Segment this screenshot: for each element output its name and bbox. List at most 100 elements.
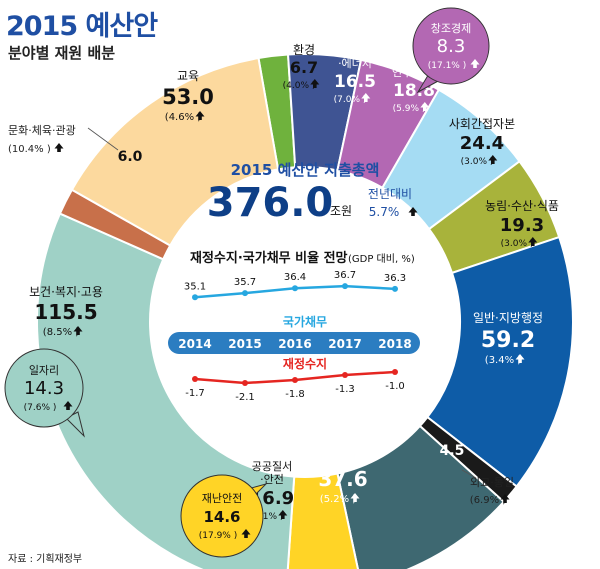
up-arrow-icon xyxy=(488,155,498,164)
callout-name: 창조경제 xyxy=(431,22,471,35)
up-arrow-icon xyxy=(63,401,73,410)
leader-line xyxy=(87,127,119,151)
up-arrow-icon xyxy=(420,102,430,111)
slice-name: 사회간접자본 xyxy=(449,117,515,131)
slice-value: 6.0 xyxy=(118,149,143,165)
donut-slice xyxy=(425,235,574,488)
slice-change: (8.5% ) xyxy=(43,327,79,338)
slice-change: (3.0% ) xyxy=(461,157,494,167)
slice-name: 국방 xyxy=(332,452,354,466)
debt-data-label: 36.7 xyxy=(334,270,356,281)
slice-name: 환경 xyxy=(293,43,315,57)
yoy-label: 전년대비 xyxy=(368,187,412,201)
yoy-value: 5.7% xyxy=(369,205,400,219)
callout-change: (17.1% ) xyxy=(428,61,466,71)
slice-name: 문화·체육·관광 xyxy=(8,124,76,137)
balance-data-label: -2.1 xyxy=(235,392,255,403)
slice-name: 일반·지방행정 xyxy=(473,310,543,325)
balance-point xyxy=(342,372,348,378)
slice-value: 37.6 xyxy=(318,467,367,491)
callout-change: (17.9% ) xyxy=(199,531,237,541)
slice-change: (3.0% ) xyxy=(501,239,534,249)
year-tick-label: 2016 xyxy=(278,337,311,351)
slice-value: 16.5 xyxy=(334,72,376,92)
year-tick-label: 2017 xyxy=(328,337,361,351)
slice-change: (3.4% ) xyxy=(485,355,521,366)
up-arrow-icon xyxy=(515,354,525,363)
total-label: 2015 예산안 지출총액 xyxy=(231,161,380,179)
page-subtitle: 분야별 재원 배분 xyxy=(8,44,116,62)
callout-value: 8.3 xyxy=(437,36,466,57)
callout-bubble xyxy=(180,474,264,558)
slice-change: (10.4% ) xyxy=(8,144,51,155)
up-arrow-icon xyxy=(241,529,251,538)
line-chart-unit: (GDP 대비, %) xyxy=(348,253,415,265)
debt-data-label: 36.4 xyxy=(284,272,306,283)
up-arrow-icon xyxy=(350,493,360,502)
debt-data-label: 35.1 xyxy=(184,281,206,292)
debt-data-label: 35.7 xyxy=(234,277,256,288)
slice-value: 19.3 xyxy=(500,215,544,236)
callout-name: 재난안전 xyxy=(202,492,242,505)
slice-name: 공공질서 xyxy=(252,460,292,473)
callout-bubble xyxy=(412,7,490,85)
debt-series-label: 국가채무 xyxy=(283,314,327,329)
balance-point xyxy=(242,380,248,386)
up-arrow-icon xyxy=(73,326,83,335)
slice-change: (5.2% ) xyxy=(320,494,356,505)
debt-point xyxy=(342,283,348,290)
callout-value: 14.6 xyxy=(203,508,240,526)
debt-point xyxy=(242,290,248,297)
callout-name: 일자리 xyxy=(29,363,59,377)
up-arrow-icon xyxy=(528,237,538,246)
slice-value: 6.7 xyxy=(290,58,318,77)
balance-point xyxy=(192,376,198,382)
slice-name: 산업·중소기업 xyxy=(323,44,387,57)
donut-slice xyxy=(336,424,506,569)
balance-series-label: 재정수지 xyxy=(283,356,327,371)
slice-name: ·안전 xyxy=(260,473,284,486)
up-arrow-icon xyxy=(500,494,510,503)
slice-value: 115.5 xyxy=(34,300,97,324)
balance-data-label: -1.0 xyxy=(385,381,405,392)
balance-data-label: -1.8 xyxy=(285,389,305,400)
up-arrow-icon xyxy=(310,79,320,88)
callout-value: 14.3 xyxy=(24,378,64,399)
balance-point xyxy=(392,369,398,375)
up-arrow-icon xyxy=(278,510,288,519)
debt-point xyxy=(192,294,198,301)
slice-change: (7.1% ) xyxy=(251,512,284,522)
total-unit: 조원 xyxy=(330,204,352,218)
line-chart-title: 재정수지·국가채무 비율 전망 xyxy=(190,250,348,266)
source-note: 자료 : 기획재정부 xyxy=(8,554,83,565)
slice-value: 24.4 xyxy=(460,133,504,154)
donut-hole xyxy=(153,170,457,474)
year-tick-label: 2014 xyxy=(178,337,211,351)
balance-data-label: -1.3 xyxy=(335,384,355,395)
year-axis-bar xyxy=(168,332,420,354)
balance-point xyxy=(292,377,298,383)
slice-name: 교육 xyxy=(177,69,199,83)
up-arrow-icon xyxy=(54,143,64,152)
page-title: 2015 예산안 xyxy=(6,11,158,42)
slice-change: (4.0% ) xyxy=(283,81,316,91)
up-arrow-icon xyxy=(408,207,418,216)
year-tick-label: 2018 xyxy=(378,337,411,351)
total-value: 376.0 xyxy=(207,180,334,226)
year-tick-label: 2015 xyxy=(228,337,261,351)
slice-value: 59.2 xyxy=(481,328,535,353)
debt-data-label: 36.3 xyxy=(384,273,406,284)
up-arrow-icon xyxy=(470,59,480,68)
up-arrow-icon xyxy=(195,111,205,120)
leader-line xyxy=(461,469,477,479)
slice-change: (6.9% ) xyxy=(470,495,506,506)
slice-value: 53.0 xyxy=(162,85,214,109)
slice-name: 농림·수산·식품 xyxy=(485,199,559,213)
slice-name: 보건·복지·고용 xyxy=(29,285,103,299)
debt-point xyxy=(392,285,398,292)
callout-bubble xyxy=(4,348,84,428)
slice-name: 외교·통일 xyxy=(470,475,514,489)
slice-change: (4.6% ) xyxy=(165,112,201,123)
callout-change: (7.6% ) xyxy=(24,403,57,413)
